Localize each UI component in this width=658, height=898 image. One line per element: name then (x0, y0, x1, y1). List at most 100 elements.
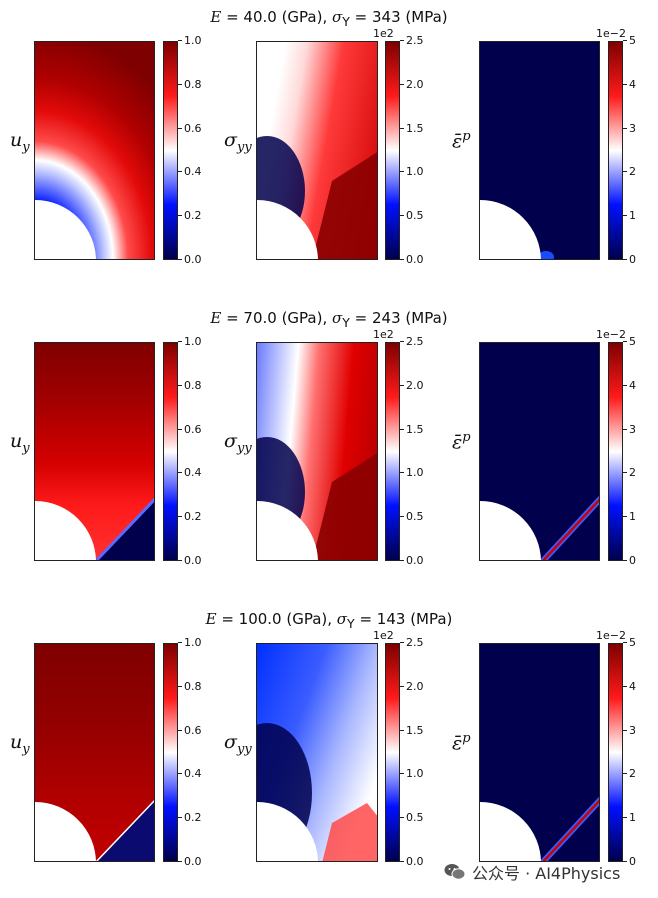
hole (35, 802, 96, 861)
row-2-ep-label: ε̄p (452, 430, 471, 454)
row-1-syy-tick: 1.0 (400, 165, 424, 179)
row-1-ep-field (479, 41, 600, 260)
row-3-uy-tick: 0.0 (178, 855, 202, 868)
row-1-uy-tick: 0.4 (178, 165, 202, 179)
row-2-ep-tick: 0 (623, 554, 636, 567)
row-3-syy-overlay (257, 723, 377, 861)
row-2-uy-tick: 0.2 (178, 510, 202, 524)
row-1-ep-tick: 4 (623, 77, 636, 91)
row-2-uy-tick: 0.0 (178, 554, 202, 567)
row-2-ep-tick: 4 (623, 378, 636, 392)
hole (480, 501, 541, 560)
row-2-uy-tick: 1.0 (178, 335, 202, 348)
row-2-ep-multiplier: 1e−2 (596, 328, 626, 341)
hole (257, 200, 318, 259)
hole (480, 802, 541, 861)
watermark: 公众号 · AI4Physics (444, 860, 620, 884)
row-1-ep-tick: 3 (623, 121, 636, 135)
hole (35, 501, 96, 560)
row-2-syy-tick: 0.0 (400, 554, 424, 567)
row-1-ep-tick: 1 (623, 209, 636, 223)
shear-band-line (95, 800, 154, 861)
shear-band (542, 498, 599, 560)
row-2-syy-tick: 2.0 (400, 378, 424, 392)
row-2-uy-label: uy (10, 430, 30, 456)
row-3-ep-field (479, 643, 600, 862)
row-2-ep-tick: 3 (623, 422, 636, 436)
row-2-uy-field (34, 342, 155, 561)
row-1-syy-overlay (257, 136, 377, 259)
row-2-ep-colorbar (608, 342, 623, 561)
row-3-ep-colorbar (608, 643, 623, 862)
row-1-ep-tick: 0 (623, 253, 636, 266)
row-3-syy-colorbar (385, 643, 400, 862)
row-1-ep-multiplier: 1e−2 (596, 27, 626, 40)
row-1-uy-label: uy (10, 129, 30, 155)
row-2-syy-multiplier: 1e2 (373, 328, 394, 341)
row-3-ep-overlay (480, 796, 599, 861)
row-1-syy-multiplier: 1e2 (373, 27, 394, 40)
row-2-ep-tick: 2 (623, 466, 636, 480)
row-2-uy-colorbar (163, 342, 178, 561)
row-3-syy-tick: 2.5 (400, 636, 424, 649)
row-1-uy-colorbar (163, 41, 178, 260)
row-3-syy-tick: 2.0 (400, 679, 424, 693)
row-3-ep-tick: 3 (623, 723, 636, 737)
row-3-ep-tick: 5 (623, 636, 636, 649)
row-2-uy-overlay (35, 497, 154, 560)
hole (257, 802, 318, 861)
row-1-uy-tick: 0.8 (178, 77, 202, 91)
row-3-syy-tick: 1.5 (400, 723, 424, 737)
row-1-syy-tick: 0.5 (400, 209, 424, 223)
row-3-ep-tick: 2 (623, 767, 636, 781)
row-3-uy-field (34, 643, 155, 862)
row-3-ep-multiplier: 1e−2 (596, 629, 626, 642)
row-1-syy-tick: 2.5 (400, 34, 424, 47)
row-3-uy-tick: 0.8 (178, 679, 202, 693)
row-3-uy-label: uy (10, 731, 30, 757)
shear-band (542, 799, 599, 861)
row-3-ep-tick: 4 (623, 679, 636, 693)
row-3-uy-tick: 0.4 (178, 767, 202, 781)
row-3-syy-field (256, 643, 378, 862)
row-1-syy-field (256, 41, 378, 260)
wechat-icon (444, 863, 466, 881)
row-1-ep-label: ε̄p (452, 129, 471, 153)
row-1-ep-colorbar (608, 41, 623, 260)
row-2-syy-overlay (257, 437, 377, 560)
row-1-syy-label: σyy (224, 129, 252, 155)
row-2-uy-tick: 0.4 (178, 466, 202, 480)
row-2-ep-field (479, 342, 600, 561)
row-1-syy-tick: 1.5 (400, 121, 424, 135)
row-1-uy-tick: 0.0 (178, 253, 202, 266)
row-3-uy-colorbar (163, 643, 178, 862)
hole (480, 200, 541, 259)
row-3-syy-multiplier: 1e2 (373, 629, 394, 642)
row-3-uy-tick: 1.0 (178, 636, 202, 649)
row-2-syy-field (256, 342, 378, 561)
row-1-uy-overlay (35, 200, 96, 259)
high-stress-zone (322, 803, 377, 861)
row-1-ep-tick: 5 (623, 34, 636, 47)
row-3-syy-tick: 1.0 (400, 767, 424, 781)
shear-band-line (94, 497, 154, 560)
row-2-syy-colorbar (385, 342, 400, 561)
hole (257, 501, 318, 560)
row-1-syy-tick: 0.0 (400, 253, 424, 266)
row-2-ep-overlay (480, 495, 599, 560)
row-1-syy-tick: 2.0 (400, 77, 424, 91)
row-3-ep-tick: 0 (623, 855, 636, 868)
plastic-strain-spot (538, 251, 554, 259)
high-stress-zone (312, 453, 377, 560)
row-2-syy-tick: 0.5 (400, 510, 424, 524)
row-2-syy-tick: 1.5 (400, 422, 424, 436)
row-3-ep-tick: 1 (623, 811, 636, 825)
high-stress-zone (312, 152, 377, 259)
row-3-uy-tick: 0.6 (178, 723, 202, 737)
row-2-ep-tick: 5 (623, 335, 636, 348)
row-3-title: E = 100.0 (GPa), σY = 143 (MPa) (205, 610, 453, 631)
row-1-ep-tick: 2 (623, 165, 636, 179)
row-1-uy-field (34, 41, 155, 260)
row-2-syy-tick: 2.5 (400, 335, 424, 348)
row-1-syy-colorbar (385, 41, 400, 260)
